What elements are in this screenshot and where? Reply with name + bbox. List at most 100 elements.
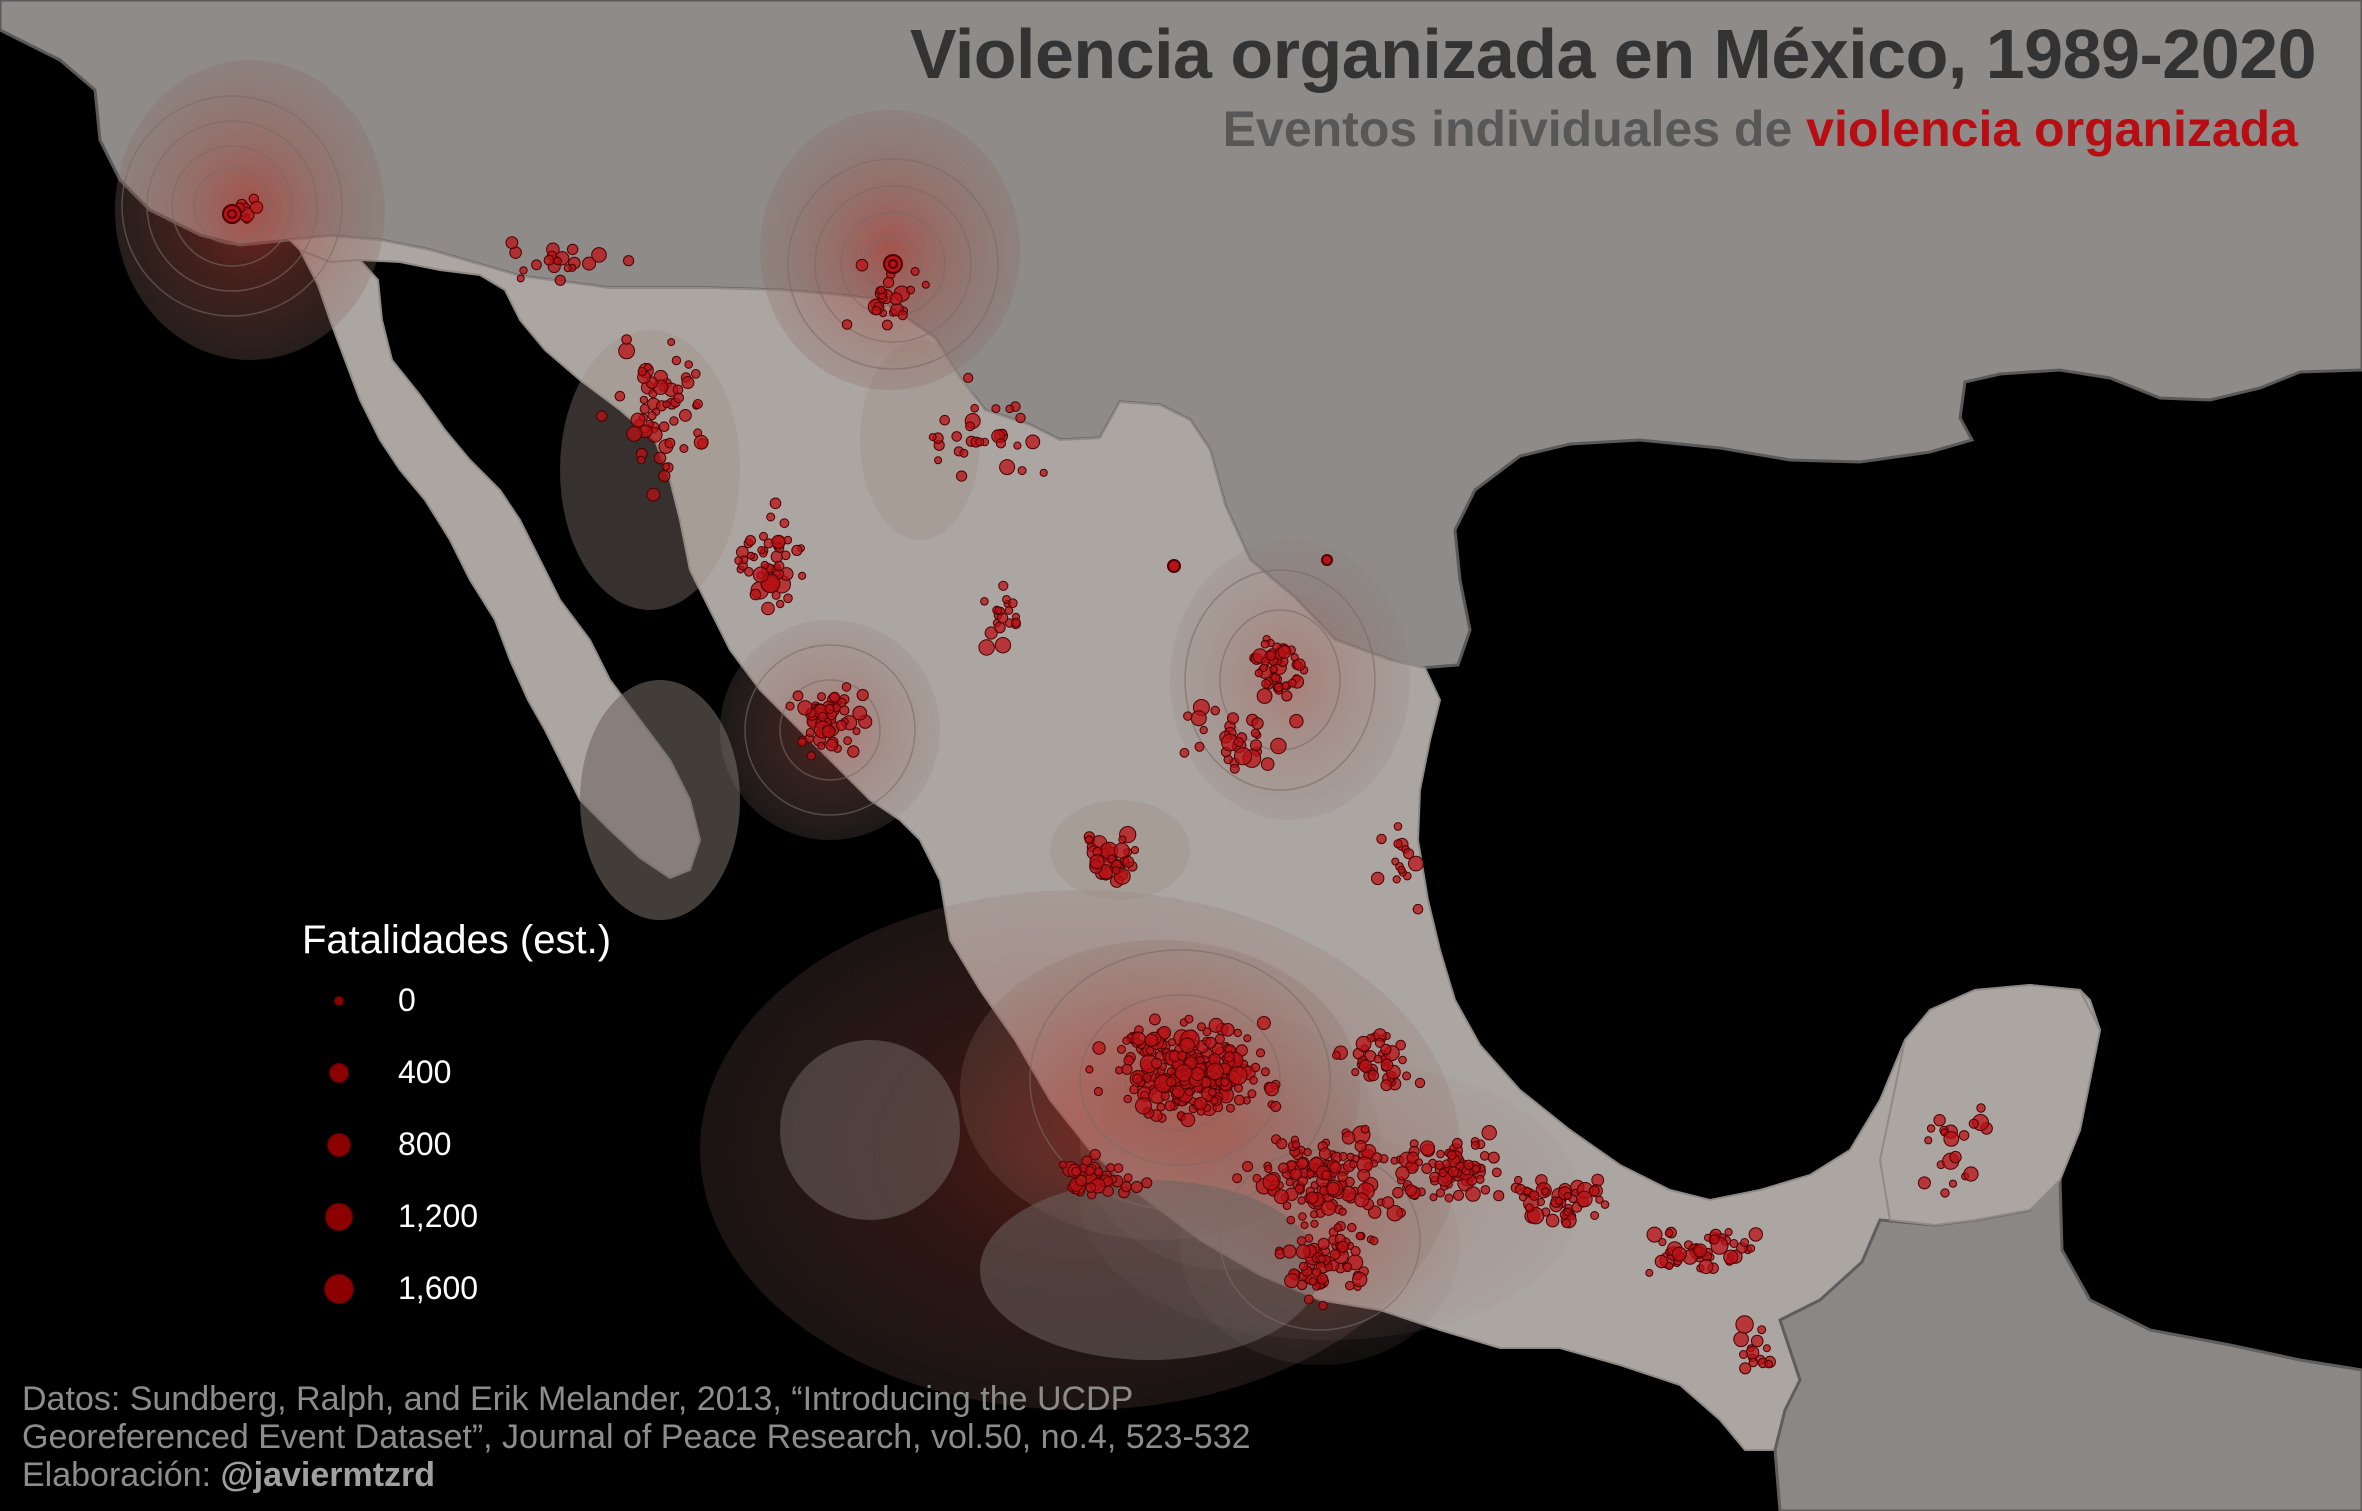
event-point — [1166, 1076, 1177, 1088]
event-point — [626, 426, 643, 442]
event-point — [1075, 1174, 1087, 1187]
event-point — [1254, 668, 1264, 678]
event-point — [1745, 1345, 1760, 1360]
event-point — [1250, 739, 1262, 752]
event-point — [1252, 1173, 1262, 1183]
event-point — [1376, 833, 1387, 845]
event-point — [1757, 1325, 1767, 1335]
event-point — [1958, 1130, 1970, 1141]
event-point — [1369, 1236, 1379, 1246]
event-point — [1740, 1238, 1750, 1247]
event-point — [1729, 1239, 1739, 1248]
legend-dot-0 — [334, 996, 344, 1006]
event-point — [1723, 1249, 1739, 1265]
event-point — [797, 737, 807, 747]
event-point — [623, 255, 635, 267]
event-point — [1123, 1094, 1132, 1104]
event-point — [889, 292, 903, 306]
event-point — [1349, 1160, 1358, 1169]
legend-dot-1200 — [325, 1203, 353, 1231]
event-point — [1298, 1212, 1307, 1221]
event-point — [1333, 1223, 1343, 1232]
event-point — [999, 459, 1016, 476]
event-point — [618, 342, 635, 360]
event-point — [1342, 1262, 1353, 1273]
event-point — [1093, 1086, 1104, 1097]
event-point — [1541, 1187, 1550, 1196]
event-point — [939, 414, 951, 426]
event-point — [785, 701, 795, 711]
event-point — [1395, 1039, 1406, 1051]
legend-label-400: 400 — [398, 1054, 452, 1090]
event-point — [1122, 1036, 1131, 1045]
event-point — [1529, 1190, 1540, 1201]
event-point — [1968, 1118, 1979, 1129]
event-point — [1194, 1096, 1208, 1111]
event-point — [1289, 714, 1304, 729]
event-point — [1132, 1073, 1143, 1085]
event-point — [1948, 1179, 1958, 1188]
event-point — [852, 705, 868, 721]
event-point — [978, 639, 995, 656]
event-point — [975, 437, 985, 447]
event-point — [734, 556, 743, 565]
event-point — [1130, 846, 1140, 855]
event-point — [516, 274, 525, 283]
event-point — [519, 266, 528, 275]
event-point — [1013, 441, 1022, 450]
legend-label-1200: 1,200 — [398, 1198, 479, 1234]
event-points — [233, 193, 1993, 1375]
event-point — [1011, 617, 1021, 628]
event-point — [1481, 1125, 1497, 1141]
event-point — [1286, 1215, 1296, 1225]
event-point — [1227, 712, 1239, 725]
source-caption: Datos: Sundberg, Ralph, and Erik Melande… — [22, 1380, 1251, 1494]
event-point — [1320, 1200, 1337, 1216]
event-point — [1308, 1277, 1318, 1286]
event-point — [1300, 1221, 1309, 1230]
caption-credit-prefix: Elaboración: — [22, 1456, 221, 1494]
event-point — [1346, 1152, 1355, 1161]
event-point — [1259, 663, 1268, 672]
event-point — [1117, 1044, 1126, 1054]
event-point — [1233, 736, 1244, 748]
event-point — [797, 700, 813, 716]
legend-dot-400 — [329, 1063, 349, 1083]
legend-label-800: 800 — [398, 1126, 452, 1162]
event-point — [1118, 835, 1127, 844]
event-point — [1220, 1077, 1230, 1087]
event-point — [1355, 1035, 1372, 1052]
event-point — [639, 403, 650, 415]
event-point — [591, 247, 607, 263]
event-point — [1270, 737, 1287, 755]
event-point — [1185, 1088, 1194, 1097]
subtitle-highlight: violencia organizada — [1806, 101, 2298, 157]
event-point — [1085, 1166, 1095, 1176]
event-point — [1039, 468, 1048, 477]
event-point — [1373, 1054, 1383, 1064]
event-point — [1294, 1184, 1305, 1194]
event-point — [1326, 1181, 1340, 1196]
legend-dot-800 — [326, 1132, 352, 1158]
event-point — [1295, 1244, 1311, 1260]
event-point — [1645, 1268, 1654, 1277]
event-point — [1338, 1207, 1347, 1216]
legend-item-400: 400 — [302, 1053, 611, 1125]
event-point — [1123, 1055, 1135, 1066]
event-point — [1122, 856, 1135, 868]
event-point — [1493, 1190, 1505, 1202]
event-point — [771, 534, 786, 550]
event-point — [1306, 1191, 1319, 1204]
event-point — [681, 376, 695, 389]
event-point — [1646, 1226, 1663, 1243]
event-point — [747, 551, 755, 560]
event-point — [1415, 1158, 1423, 1167]
event-point — [1451, 1137, 1463, 1149]
event-point — [1197, 1022, 1206, 1032]
event-point — [1332, 1050, 1341, 1060]
event-point — [1260, 757, 1275, 771]
event-point — [995, 438, 1007, 449]
event-point — [554, 274, 566, 286]
event-point — [1273, 1189, 1289, 1205]
event-point — [1963, 1166, 1979, 1182]
